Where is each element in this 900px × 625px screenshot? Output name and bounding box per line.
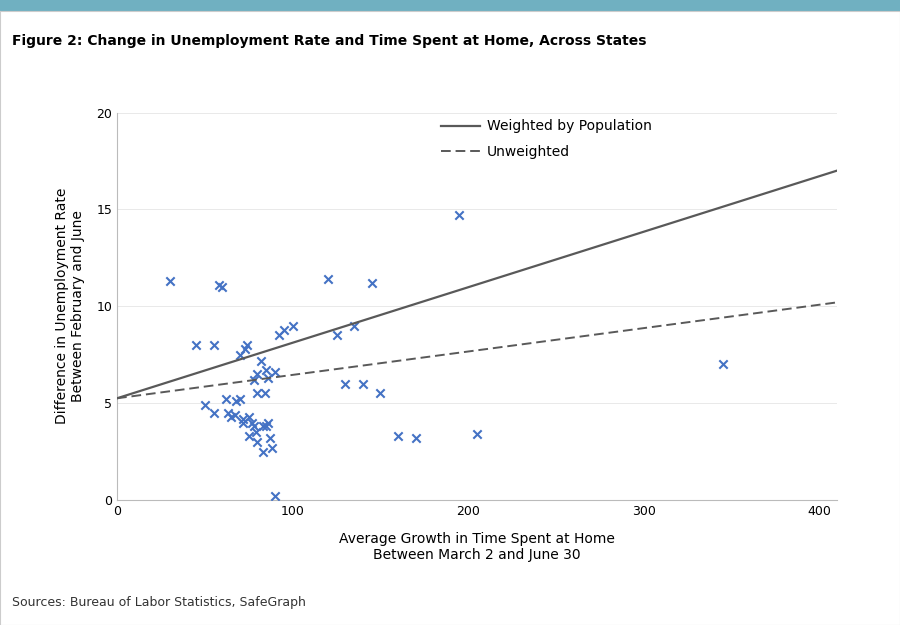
Point — [256, 446, 270, 456]
Text: Sources: Bureau of Labor Statistics, SafeGraph: Sources: Bureau of Labor Statistics, Saf… — [12, 596, 306, 609]
Point — [236, 414, 250, 424]
Point — [452, 210, 466, 220]
Point — [228, 410, 242, 420]
Point — [219, 394, 233, 404]
Point — [338, 379, 353, 389]
Point — [233, 350, 248, 360]
Point — [247, 421, 261, 431]
Point — [245, 418, 259, 428]
Point — [250, 369, 265, 379]
Point — [263, 433, 277, 443]
Point — [206, 340, 220, 350]
Point — [259, 421, 274, 431]
Point — [241, 412, 256, 422]
Point — [236, 418, 250, 428]
Point — [163, 276, 177, 286]
Point — [241, 431, 256, 441]
Point — [257, 388, 272, 399]
Point — [239, 340, 254, 350]
Point — [247, 375, 261, 385]
Point — [320, 274, 335, 284]
Point — [276, 324, 291, 334]
Point — [374, 388, 388, 399]
Point — [250, 437, 265, 447]
Point — [261, 373, 275, 383]
Legend: Weighted by Population, Unweighted: Weighted by Population, Unweighted — [441, 119, 652, 159]
Point — [256, 421, 270, 431]
Point — [238, 344, 252, 354]
Point — [254, 356, 268, 366]
Point — [409, 433, 423, 443]
X-axis label: Average Growth in Time Spent at Home
Between March 2 and June 30: Average Growth in Time Spent at Home Bet… — [339, 532, 615, 562]
Y-axis label: Difference in Unemployment Rate
Between February and June: Difference in Unemployment Rate Between … — [55, 188, 86, 424]
Point — [230, 396, 244, 406]
Point — [250, 388, 265, 399]
Point — [259, 365, 274, 375]
Point — [206, 408, 220, 418]
Point — [265, 442, 279, 452]
Point — [329, 330, 344, 340]
Point — [716, 359, 730, 369]
Text: Figure 2: Change in Unemployment Rate and Time Spent at Home, Across States: Figure 2: Change in Unemployment Rate an… — [12, 34, 646, 48]
Point — [272, 330, 286, 340]
Point — [261, 418, 275, 428]
Point — [233, 394, 248, 404]
Point — [346, 321, 361, 331]
Point — [268, 491, 283, 501]
Point — [189, 340, 203, 350]
Point — [391, 431, 405, 441]
Point — [356, 379, 370, 389]
Point — [364, 278, 379, 288]
Point — [248, 428, 263, 438]
Point — [268, 367, 283, 377]
Point — [224, 412, 238, 422]
Point — [198, 400, 212, 410]
Point — [220, 408, 235, 418]
Point — [285, 321, 300, 331]
Point — [215, 282, 230, 292]
Point — [212, 280, 226, 290]
Point — [470, 429, 484, 439]
